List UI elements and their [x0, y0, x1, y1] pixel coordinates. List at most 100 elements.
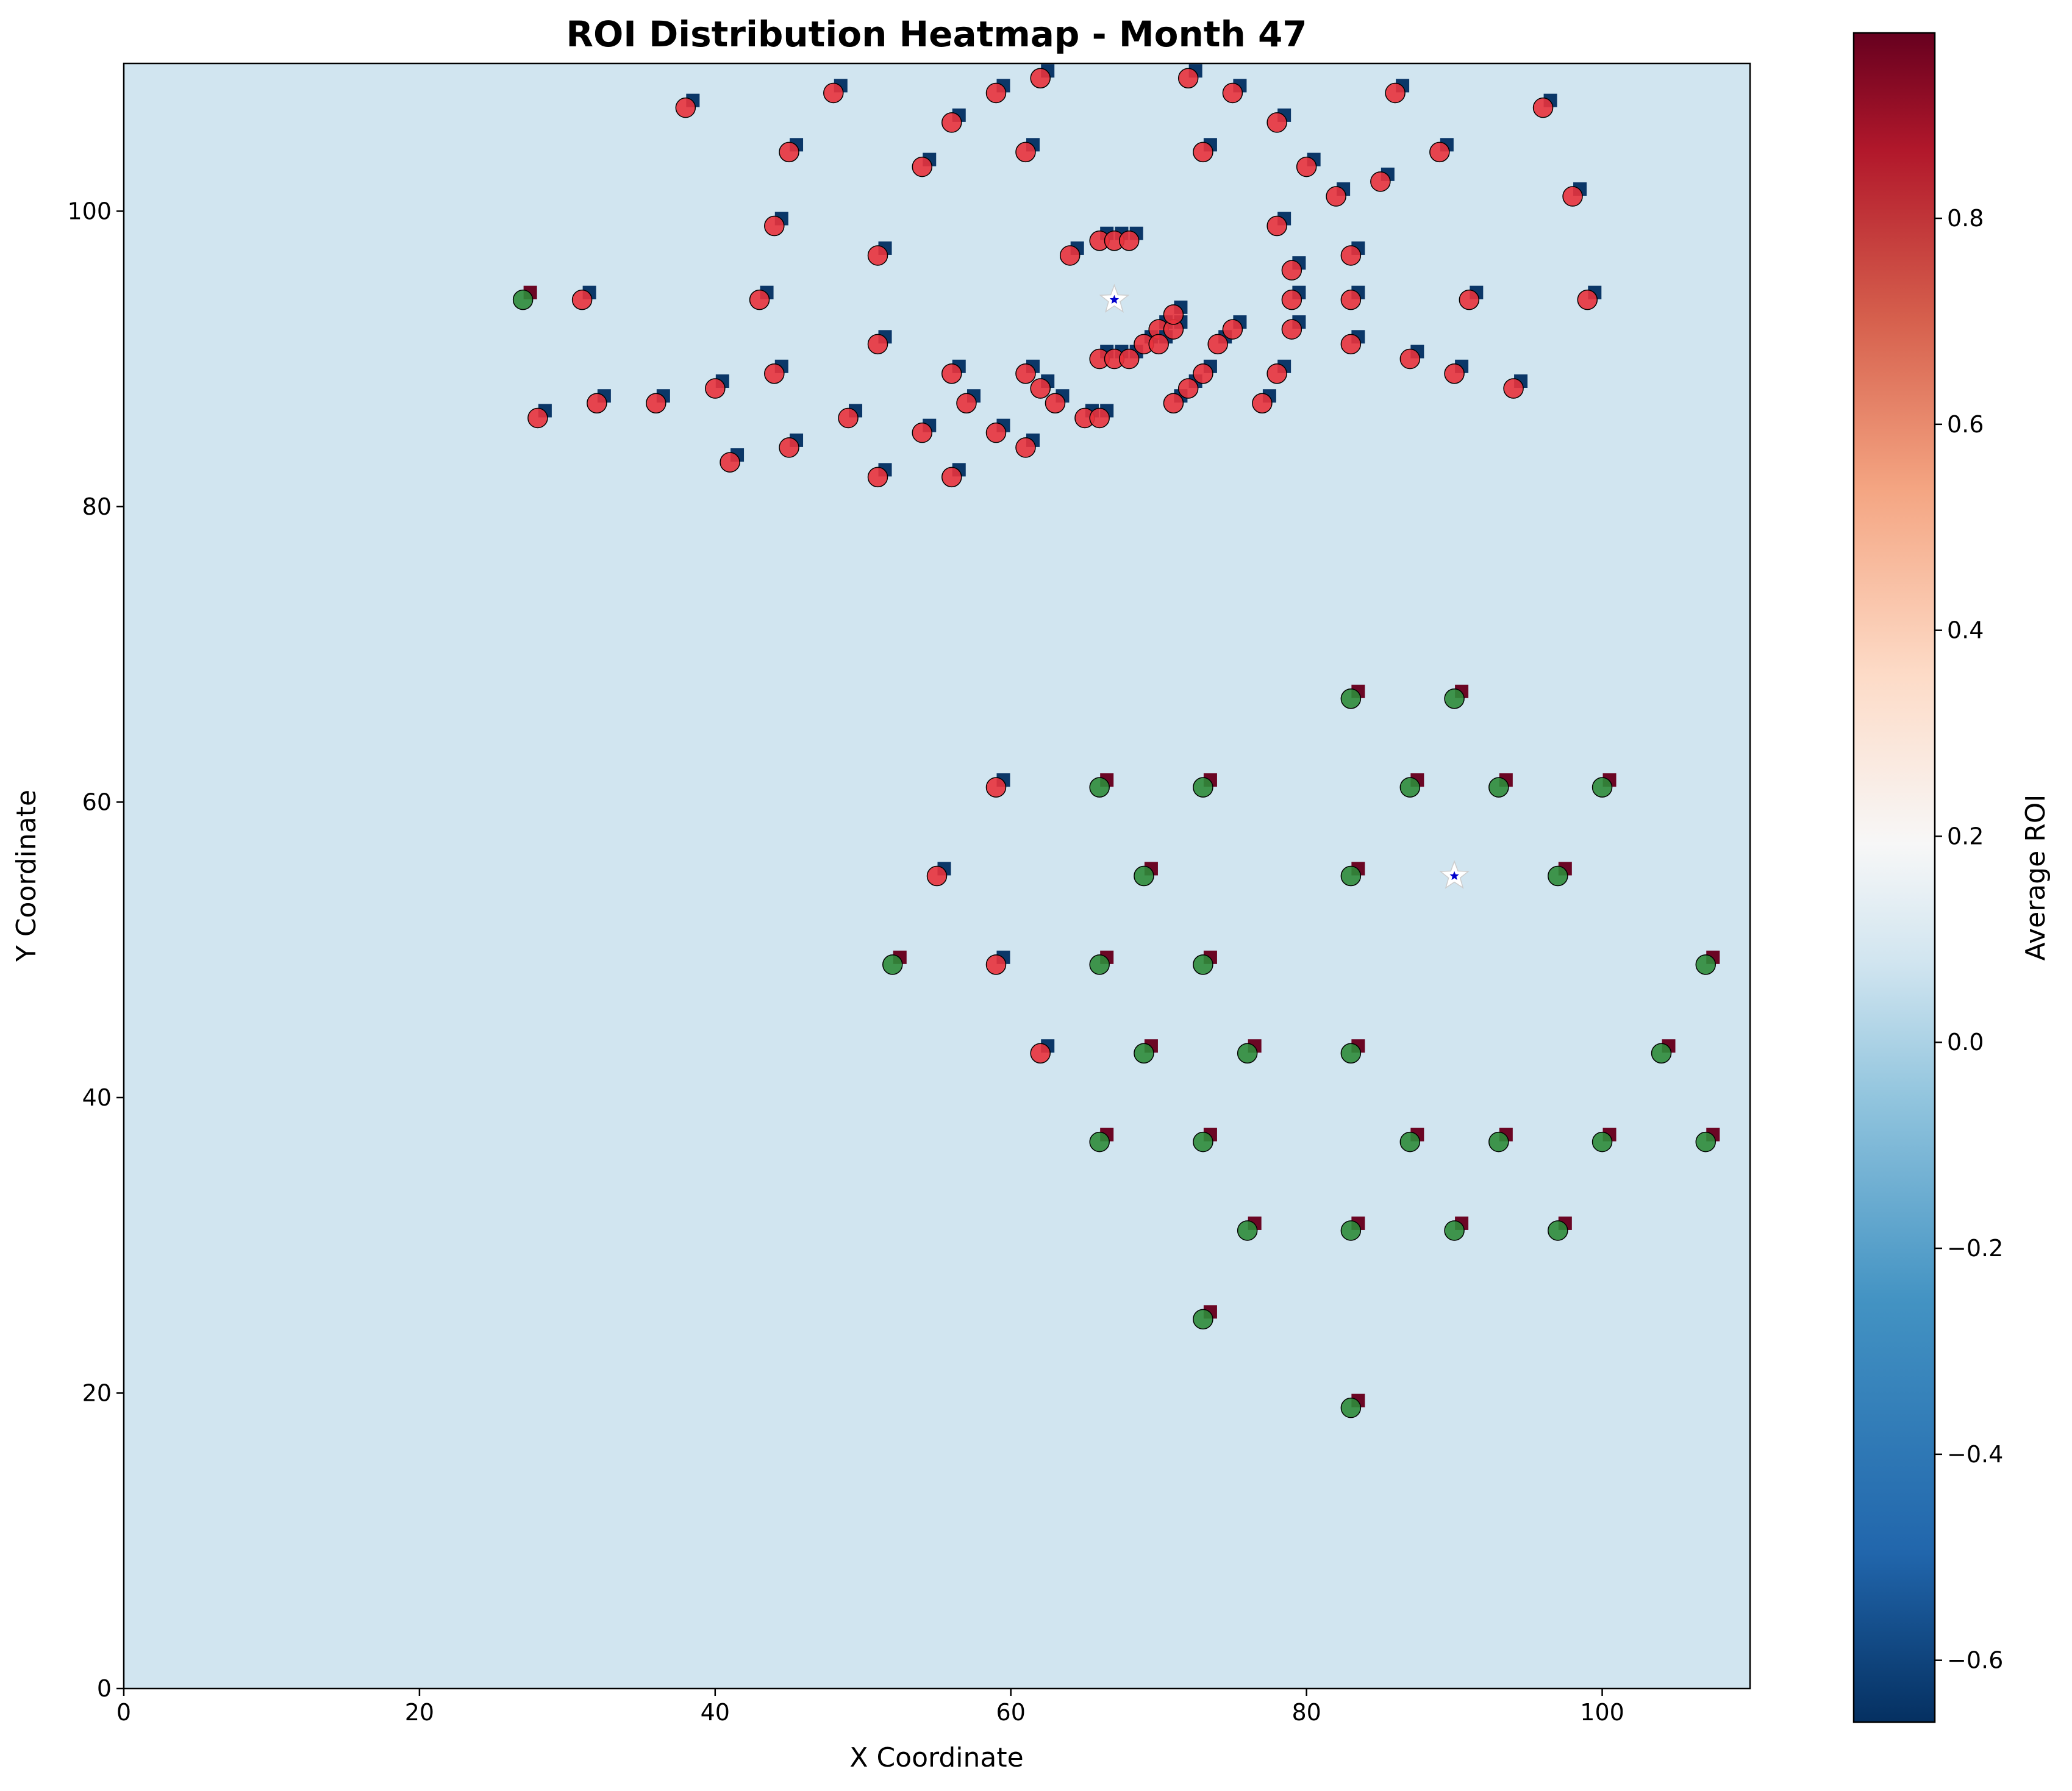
x-axis-label: X Coordinate [849, 1742, 1023, 1773]
positive-roi-point-25 [1237, 1220, 1258, 1241]
negative-roi-point-6 [1222, 82, 1243, 104]
data-marks [512, 64, 1720, 1418]
colorbar-tick-label-3: 0.0 [1947, 1029, 1984, 1056]
positive-roi-point-0 [512, 289, 534, 310]
negative-roi-point-32 [1459, 289, 1480, 310]
positive-roi-point-9 [1340, 865, 1362, 887]
y-tick-label-5: 100 [67, 198, 112, 224]
positive-roi-point-19 [1089, 1131, 1110, 1153]
negative-roi-point-19 [764, 215, 785, 237]
positive-roi-point-28 [1548, 1220, 1568, 1241]
positive-roi-point-22 [1488, 1131, 1509, 1153]
colorbar-tick-label-6: 0.6 [1947, 411, 1984, 438]
negative-roi-point-31 [1340, 289, 1362, 310]
negative-roi-point-2 [941, 112, 962, 133]
negative-roi-point-15 [1429, 141, 1450, 163]
negative-roi-point-9 [1532, 97, 1554, 118]
negative-roi-point-20 [867, 245, 888, 266]
colorbar-tick-label-0: −0.6 [1947, 1647, 2003, 1674]
positive-roi-point-1 [1340, 688, 1362, 709]
colorbar-tick-label-1: −0.4 [1947, 1441, 2003, 1468]
negative-roi-point-49 [587, 393, 607, 413]
plot-frame [123, 62, 1751, 1690]
negative-roi-point-3 [985, 82, 1007, 104]
negative-roi-point-68 [1444, 363, 1465, 384]
y-tick-label-2: 40 [82, 1084, 112, 1111]
negative-roi-point-30 [1281, 289, 1302, 310]
negative-roi-point-10 [779, 141, 799, 163]
negative-roi-point-1 [823, 82, 844, 104]
negative-roi-point-4 [1030, 68, 1051, 88]
negative-roi-point-42 [1163, 304, 1184, 325]
negative-roi-point-53 [838, 407, 859, 429]
negative-roi-point-12 [1015, 141, 1036, 163]
negative-roi-point-24 [1118, 230, 1140, 251]
negative-roi-point-69 [1503, 378, 1524, 399]
colorbar [1852, 32, 1936, 1723]
negative-roi-point-62 [1089, 407, 1110, 429]
negative-roi-point-65 [1193, 363, 1213, 384]
y-tick-label-0: 0 [97, 1675, 112, 1702]
negative-roi-point-44 [1222, 319, 1243, 340]
negative-roi-point-74 [1015, 437, 1036, 458]
negative-roi-point-64 [1177, 378, 1199, 399]
negative-roi-point-11 [912, 156, 933, 177]
negative-roi-point-0 [675, 97, 696, 118]
x-axis: 0 20 40 60 80 100 [116, 1689, 1624, 1726]
positive-roi-point-18 [1651, 1043, 1672, 1064]
negative-roi-point-56 [956, 393, 977, 413]
y-axis-label: Y Coordinate [11, 790, 42, 962]
negative-roi-point-76 [926, 865, 948, 887]
positive-roi-point-4 [1193, 777, 1213, 798]
negative-roi-point-71 [779, 437, 799, 458]
negative-roi-point-25 [1266, 215, 1287, 237]
positive-roi-point-3 [1089, 777, 1110, 798]
x-tick-label-3: 60 [996, 1699, 1026, 1726]
positive-roi-point-21 [1399, 1131, 1421, 1153]
y-tick-label-3: 60 [82, 788, 112, 815]
negative-roi-point-14 [1296, 156, 1317, 177]
x-tick-label-5: 100 [1580, 1699, 1624, 1726]
negative-roi-point-5 [1177, 68, 1199, 88]
negative-roi-point-70 [720, 452, 740, 473]
negative-roi-point-50 [646, 393, 666, 413]
negative-roi-point-34 [867, 334, 888, 355]
positive-roi-point-7 [1592, 777, 1613, 798]
highlight-star-center-1 [1449, 871, 1459, 880]
negative-roi-point-73 [941, 467, 962, 488]
negative-roi-point-58 [1015, 363, 1036, 384]
negative-roi-point-75 [985, 777, 1007, 798]
negative-roi-point-54 [912, 422, 933, 443]
highlight-star-center-0 [1109, 295, 1120, 304]
positive-roi-point-14 [1695, 954, 1717, 975]
colorbar-tick-label-2: −0.2 [1947, 1235, 2003, 1262]
negative-roi-point-40 [1148, 334, 1169, 355]
colorbar-tick-label-4: 0.2 [1947, 823, 1984, 849]
x-tick-label-1: 20 [405, 1699, 434, 1726]
negative-roi-point-55 [941, 363, 962, 384]
positive-roi-point-5 [1399, 777, 1421, 798]
x-tick-label-0: 0 [116, 1699, 131, 1726]
negative-roi-point-52 [764, 363, 785, 384]
chart-title: ROI Distribution Heatmap - Month 47 [566, 13, 1307, 55]
x-tick-label-4: 80 [1291, 1699, 1321, 1726]
positive-roi-point-11 [882, 954, 903, 975]
negative-roi-point-37 [1118, 348, 1140, 370]
negative-roi-point-77 [985, 954, 1007, 975]
colorbar-tick-label-5: 0.4 [1947, 617, 1984, 644]
positive-roi-point-12 [1089, 954, 1110, 975]
negative-roi-point-66 [1252, 393, 1273, 413]
positive-roi-point-17 [1340, 1043, 1362, 1064]
positive-roi-point-10 [1548, 865, 1568, 887]
positive-roi-point-29 [1193, 1309, 1213, 1330]
negative-roi-point-7 [1266, 112, 1287, 133]
negative-roi-point-18 [1562, 186, 1583, 207]
negative-roi-point-43 [1207, 334, 1228, 355]
y-axis: 0 20 40 60 80 100 [67, 198, 124, 1702]
colorbar-ticks: −0.6 −0.4 −0.2 0.0 0.2 0.4 0.6 0.8 [1935, 205, 2003, 1674]
x-tick-label-2: 40 [701, 1699, 730, 1726]
positive-roi-point-23 [1592, 1131, 1613, 1153]
positive-roi-point-15 [1134, 1043, 1154, 1064]
negative-roi-point-48 [527, 407, 548, 429]
